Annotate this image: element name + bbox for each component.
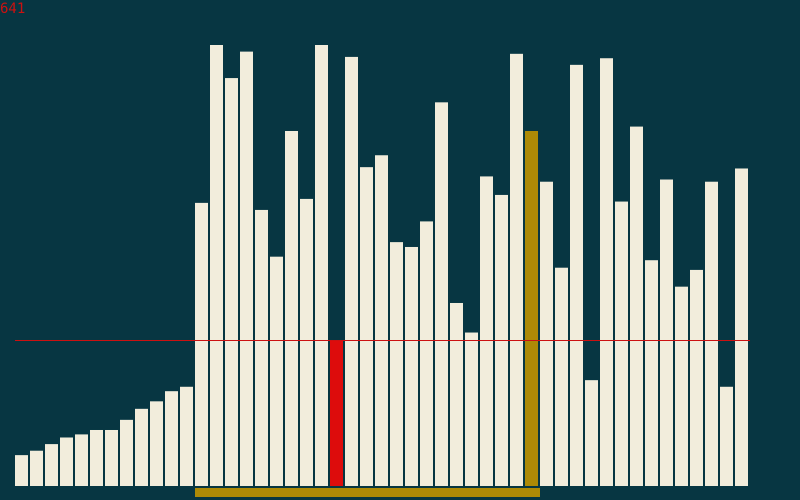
array-bar <box>225 78 238 486</box>
array-bar <box>390 242 403 486</box>
array-bar <box>45 444 58 486</box>
array-bar <box>60 437 73 486</box>
array-bar <box>435 102 448 486</box>
array-bar <box>405 246 418 486</box>
array-bar <box>180 386 193 486</box>
array-bar <box>420 221 433 486</box>
array-bar <box>660 179 673 486</box>
array-bar <box>450 302 463 486</box>
array-bar <box>165 391 178 486</box>
array-bar <box>255 209 268 486</box>
array-bar <box>135 408 148 486</box>
array-bar <box>105 429 118 486</box>
array-bar <box>540 181 553 486</box>
array-bar <box>705 181 718 486</box>
partition-range-marker <box>195 488 540 497</box>
array-bar <box>90 429 103 486</box>
array-bar <box>150 401 163 486</box>
array-bar <box>465 332 478 486</box>
active-bar <box>525 130 538 486</box>
array-bar <box>30 450 43 486</box>
array-bar <box>645 260 658 486</box>
array-bar <box>120 419 133 486</box>
array-bar <box>690 269 703 486</box>
array-bar <box>300 198 313 486</box>
array-bar <box>240 51 253 487</box>
array-bar <box>555 267 568 486</box>
array-bar <box>585 380 598 486</box>
array-bar <box>480 176 493 486</box>
pivot-bar <box>330 340 343 486</box>
array-bar <box>600 58 613 486</box>
array-bar <box>360 167 373 487</box>
array-bar <box>270 256 283 486</box>
array-bar <box>630 126 643 487</box>
array-bar <box>75 434 88 486</box>
array-bar <box>315 45 328 486</box>
array-bar <box>210 45 223 486</box>
array-bar <box>195 202 208 487</box>
array-bar <box>510 53 523 486</box>
array-bar <box>735 168 748 487</box>
array-bar <box>345 56 358 486</box>
array-bar <box>615 201 628 486</box>
array-bar <box>375 155 388 486</box>
array-bar <box>570 64 583 486</box>
array-bar <box>15 455 28 486</box>
array-bar <box>285 130 298 486</box>
array-bar <box>675 286 688 486</box>
operation-counter: 641 <box>0 1 26 17</box>
array-bar <box>720 386 733 486</box>
